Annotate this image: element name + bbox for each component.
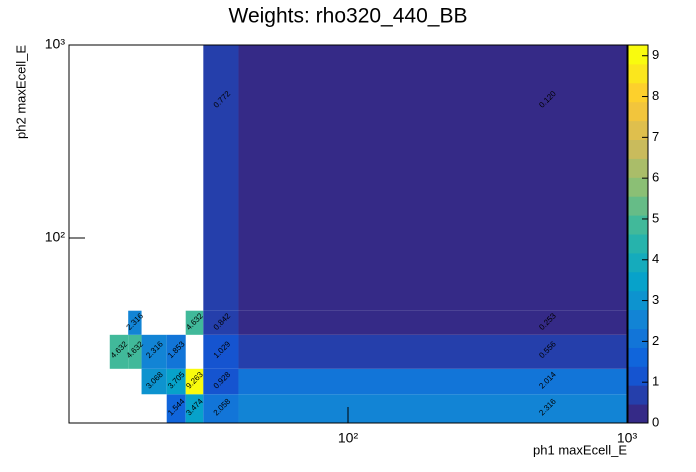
- colorbar-tick-label: 9: [652, 47, 659, 62]
- heat-cell: [238, 45, 627, 311]
- colorbar-band: [628, 101, 648, 122]
- heat-cell: [109, 334, 129, 369]
- colorbar-tick-label: 6: [652, 170, 659, 185]
- heat-cell: [238, 310, 627, 335]
- colorbar-band: [628, 234, 648, 254]
- colorbar-band: [628, 252, 648, 273]
- heat-cell: [166, 334, 186, 369]
- heat-cell: [141, 334, 167, 369]
- colorbar-band: [628, 196, 648, 216]
- colorbar-band: [628, 271, 648, 292]
- heat-cell: [238, 368, 627, 395]
- colorbar-band: [628, 120, 648, 140]
- colorbar-band: [628, 45, 648, 65]
- heat-cell: [166, 368, 186, 395]
- y-tick-label: 10³: [45, 36, 66, 52]
- heat-cell: [203, 368, 239, 395]
- heat-cell: [141, 368, 167, 395]
- colorbar-tick-label: 7: [652, 129, 659, 144]
- colorbar-band: [628, 404, 648, 424]
- heat-cell: [128, 310, 142, 335]
- colorbar-band: [628, 177, 648, 197]
- colorbar-band: [628, 347, 648, 367]
- heat-cell: [203, 334, 239, 369]
- heat-cell: [166, 394, 186, 423]
- x-axis-title: ph1 maxEcell_E: [533, 442, 627, 457]
- colorbar-band: [628, 385, 648, 405]
- colorbar-band: [628, 139, 648, 159]
- colorbar-tick-label: 0: [652, 414, 659, 429]
- colorbar-tick-label: 8: [652, 88, 659, 103]
- colorbar-frame: [627, 44, 649, 424]
- heat-cell: [203, 45, 239, 311]
- x-tick-label: 10³: [617, 430, 638, 446]
- heat-cell: [185, 368, 204, 395]
- y-axis-title: ph2 maxEcell_E: [13, 45, 28, 139]
- heat-cell: [185, 310, 204, 335]
- heat-cell: [238, 394, 627, 423]
- y-tick-label: 10²: [45, 229, 66, 245]
- chart-title: Weights: rho320_440_BB: [229, 5, 468, 28]
- heat-cell: [185, 394, 204, 423]
- colorbar-band: [628, 63, 648, 84]
- colorbar-band: [628, 215, 648, 235]
- colorbar-band: [628, 82, 648, 103]
- colorbar-band: [628, 328, 648, 348]
- x-tick-label: 10²: [338, 430, 359, 446]
- heat-cell: [203, 394, 239, 423]
- heat-cell: [238, 334, 627, 369]
- colorbar-tick-label: 5: [652, 210, 659, 225]
- colorbar-band: [628, 158, 648, 178]
- heat-cell: [203, 310, 239, 335]
- heat-cell: [128, 334, 142, 369]
- colorbar-band: [628, 290, 648, 311]
- colorbar-tick-label: 1: [652, 374, 659, 389]
- colorbar-band: [628, 366, 648, 386]
- colorbar-tick-label: 4: [652, 251, 659, 266]
- colorbar-band: [628, 309, 648, 329]
- colorbar-tick-label: 2: [652, 333, 659, 348]
- colorbar-tick-label: 3: [652, 292, 659, 307]
